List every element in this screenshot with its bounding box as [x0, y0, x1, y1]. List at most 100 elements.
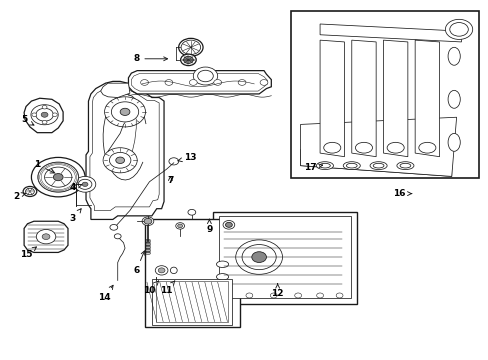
Circle shape: [187, 210, 195, 215]
Circle shape: [335, 293, 342, 298]
Ellipse shape: [216, 274, 228, 280]
Circle shape: [189, 80, 197, 85]
Text: 5: 5: [21, 115, 34, 125]
Circle shape: [42, 234, 50, 239]
Circle shape: [36, 229, 56, 244]
Text: 1: 1: [34, 160, 54, 173]
Circle shape: [164, 80, 172, 85]
Text: 16: 16: [392, 189, 411, 198]
Circle shape: [23, 186, 37, 197]
Polygon shape: [300, 117, 456, 176]
Text: 10: 10: [143, 281, 158, 295]
Circle shape: [114, 234, 121, 239]
Bar: [144, 220, 239, 327]
Ellipse shape: [216, 261, 228, 267]
Ellipse shape: [343, 162, 360, 170]
Ellipse shape: [316, 162, 333, 170]
Circle shape: [224, 293, 230, 298]
Circle shape: [109, 152, 131, 168]
Circle shape: [168, 158, 178, 165]
Circle shape: [44, 167, 72, 187]
Circle shape: [74, 176, 96, 192]
Circle shape: [111, 102, 139, 122]
Polygon shape: [383, 40, 407, 157]
Text: 15: 15: [20, 247, 37, 259]
Bar: [212, 212, 356, 304]
Polygon shape: [300, 149, 451, 176]
Ellipse shape: [319, 163, 330, 168]
Polygon shape: [219, 216, 350, 298]
Circle shape: [245, 293, 252, 298]
Circle shape: [120, 108, 130, 116]
Circle shape: [116, 157, 124, 163]
Circle shape: [449, 23, 468, 36]
Circle shape: [103, 148, 137, 173]
Polygon shape: [24, 221, 68, 252]
Circle shape: [142, 217, 154, 226]
Text: 3: 3: [70, 209, 81, 223]
Ellipse shape: [170, 267, 177, 274]
Circle shape: [82, 182, 88, 186]
Circle shape: [213, 80, 221, 85]
Circle shape: [53, 174, 63, 181]
Circle shape: [144, 219, 152, 224]
Circle shape: [141, 80, 148, 85]
Circle shape: [445, 19, 472, 40]
Circle shape: [316, 293, 323, 298]
Circle shape: [25, 188, 34, 195]
Polygon shape: [414, 40, 439, 157]
Text: 9: 9: [206, 219, 212, 234]
Polygon shape: [101, 83, 130, 98]
Circle shape: [78, 179, 92, 189]
Polygon shape: [320, 24, 461, 42]
Polygon shape: [24, 98, 63, 133]
Circle shape: [294, 293, 301, 298]
Circle shape: [38, 162, 79, 192]
Bar: [290, 12, 478, 178]
Ellipse shape: [447, 47, 459, 65]
Circle shape: [42, 105, 47, 109]
Ellipse shape: [399, 163, 410, 168]
Polygon shape: [351, 40, 375, 157]
Circle shape: [31, 105, 58, 125]
Polygon shape: [152, 279, 232, 325]
Circle shape: [104, 97, 145, 127]
Circle shape: [242, 244, 276, 270]
Text: 7: 7: [167, 176, 173, 185]
Ellipse shape: [396, 162, 413, 170]
Text: 4: 4: [69, 183, 81, 192]
Circle shape: [225, 222, 232, 227]
Circle shape: [155, 266, 167, 275]
Circle shape: [235, 240, 282, 274]
Ellipse shape: [355, 142, 372, 153]
Ellipse shape: [372, 163, 383, 168]
Bar: [156, 282, 228, 322]
Ellipse shape: [346, 163, 356, 168]
Circle shape: [110, 225, 118, 230]
Circle shape: [177, 224, 182, 228]
Circle shape: [32, 113, 37, 117]
Ellipse shape: [447, 134, 459, 151]
Ellipse shape: [386, 142, 404, 153]
Text: 13: 13: [178, 153, 196, 162]
Ellipse shape: [323, 142, 340, 153]
Polygon shape: [128, 71, 271, 94]
Text: 17: 17: [304, 163, 322, 172]
Circle shape: [251, 252, 266, 262]
Text: 2: 2: [14, 192, 25, 201]
Text: 14: 14: [98, 285, 113, 302]
Text: 6: 6: [133, 251, 144, 275]
Circle shape: [193, 67, 217, 85]
Circle shape: [223, 221, 234, 229]
Circle shape: [52, 113, 57, 117]
Ellipse shape: [369, 162, 386, 170]
Ellipse shape: [418, 142, 435, 153]
Polygon shape: [86, 81, 163, 220]
Circle shape: [42, 121, 47, 124]
Circle shape: [36, 108, 53, 121]
Circle shape: [41, 112, 48, 117]
Circle shape: [197, 70, 213, 82]
Circle shape: [178, 39, 203, 56]
Text: 8: 8: [133, 54, 167, 63]
Circle shape: [158, 268, 164, 273]
